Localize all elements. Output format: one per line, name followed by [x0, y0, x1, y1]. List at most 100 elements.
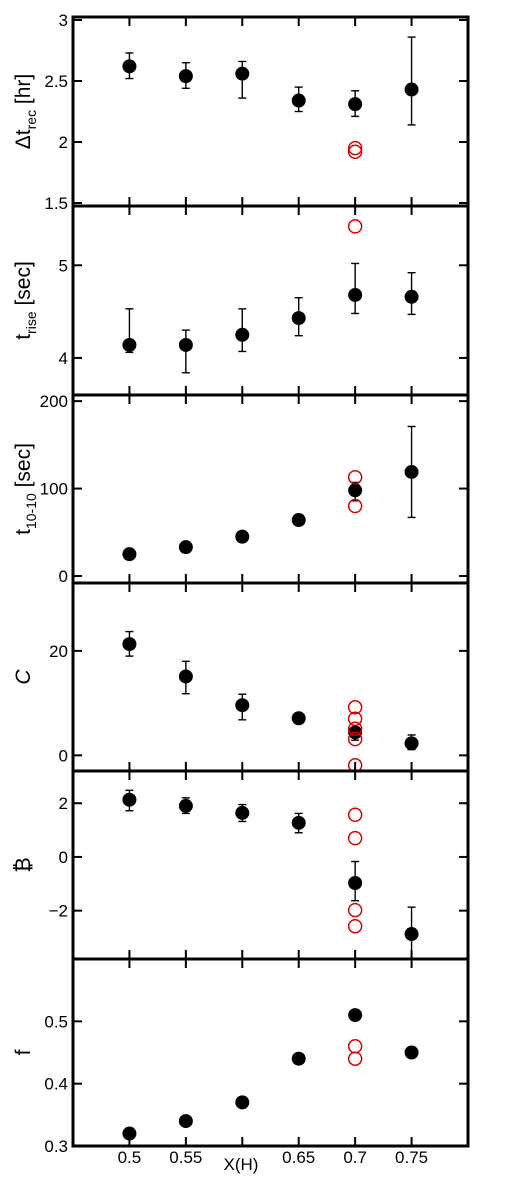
data-point-open [347, 721, 363, 736]
y-tick-label: 2 [59, 133, 68, 152]
data-point-filled [348, 287, 363, 302]
data-point-filled [178, 669, 193, 684]
data-point-filled [178, 69, 193, 84]
y-axis-label-main: Δt [12, 129, 35, 149]
data-point-filled [122, 637, 137, 652]
y-axis-label-f: f [12, 1049, 35, 1055]
y-tick-label: 5 [59, 256, 68, 275]
y-tick-label: 0.5 [44, 1012, 68, 1031]
y-tick-label: 0 [59, 746, 68, 765]
y-tick-label: 100 [40, 480, 68, 499]
data-point-filled [122, 59, 137, 74]
data-point-filled [235, 698, 250, 713]
y-axis-label-unit: [sec] [12, 261, 35, 311]
data-point-filled [348, 97, 363, 112]
data-point-filled [291, 93, 306, 108]
data-point-filled [178, 1114, 193, 1129]
data-point-open [347, 219, 363, 234]
data-point-open [347, 711, 363, 727]
y-axis-label-main: t [12, 334, 35, 340]
data-point-filled [404, 1045, 419, 1060]
data-point-open [347, 140, 363, 156]
data-point-filled [178, 337, 193, 352]
panel-t_rise: 4 5 trise [sec] [12, 204, 470, 397]
y-tick-label: 3 [59, 11, 68, 30]
y-tick-label: 200 [40, 392, 68, 411]
y-tick-label: 2.5 [44, 72, 68, 91]
panel-frame-f [71, 957, 470, 1148]
data-point-open [347, 1051, 363, 1066]
y-axis-label-dt_rec: Δtrec [hr] [12, 74, 39, 150]
y-axis-label-t_10_10: t10-10 [sec] [12, 443, 39, 535]
y-tick-label: 2 [59, 794, 68, 813]
data-point-filled [122, 1126, 137, 1141]
y-axis-label-main: C [12, 669, 35, 685]
data-point-filled [291, 815, 306, 830]
data-point-open [347, 144, 363, 160]
data-point-open [347, 700, 363, 715]
data-point-filled [235, 529, 250, 544]
y-axis-label-subscript: 10-10 [23, 493, 39, 529]
y-axis-label-unit: [hr] [12, 74, 35, 110]
data-point-filled [291, 311, 306, 326]
data-point-open [347, 830, 363, 846]
data-point-filled [122, 547, 137, 562]
panel-C: 0 20 C [12, 581, 470, 773]
data-point-filled [404, 289, 419, 304]
y-axis-label-main: ₿ [12, 857, 35, 873]
y-axis-label-main: f [12, 1049, 35, 1055]
y-axis-label-subscript: rec [23, 110, 39, 129]
data-point-filled [348, 483, 363, 498]
data-point-open [347, 731, 363, 747]
x-axis-label: X(H) [224, 1155, 259, 1174]
data-point-filled [235, 1095, 250, 1110]
data-point-open [347, 807, 363, 823]
y-tick-label: 4 [59, 349, 68, 368]
y-tick-label: 0 [59, 567, 68, 586]
data-point-filled [178, 798, 193, 813]
x-tick-label: 0.65 [282, 1148, 315, 1167]
x-tick-label: 0.5 [118, 1148, 142, 1167]
y-axis-label-unit: [sec] [12, 443, 35, 493]
y-tick-label: 1.5 [44, 194, 68, 213]
data-point-filled [291, 1051, 306, 1066]
x-tick-label: 0.75 [395, 1148, 428, 1167]
data-point-filled [291, 513, 306, 528]
data-point-filled [404, 464, 419, 479]
panel-t_10_10: 0 100 200 t10-10 [sec] [12, 392, 470, 586]
data-point-filled [404, 927, 419, 942]
x-tick-label: 0.55 [169, 1148, 202, 1167]
data-point-filled [122, 337, 137, 352]
y-axis-label-main: t [12, 529, 35, 535]
panel-frame-dt_rec [71, 15, 470, 208]
data-point-open [347, 498, 363, 514]
data-point-filled [348, 1008, 363, 1023]
data-point-filled [291, 711, 306, 726]
panel-beta: −2 0 2 ₿ [12, 769, 470, 961]
data-point-filled [404, 736, 419, 751]
data-point-open [347, 469, 363, 485]
data-point-open [347, 902, 363, 918]
y-axis-label-C: C [12, 669, 35, 685]
data-point-filled [235, 66, 250, 81]
data-point-filled [404, 82, 419, 97]
data-point-filled [348, 875, 363, 890]
y-tick-label: 20 [49, 642, 68, 661]
y-axis-label-beta: ₿ [12, 857, 35, 873]
data-point-filled [235, 327, 250, 342]
data-point-open [347, 918, 363, 934]
panel-f: 0.3 0.4 0.5 f [12, 957, 470, 1156]
y-tick-label: −2 [49, 902, 68, 921]
y-axis-label-t_rise: trise [sec] [12, 261, 39, 340]
data-point-open [347, 1039, 363, 1054]
y-axis-label-subscript: rise [23, 311, 39, 334]
data-point-filled [122, 792, 137, 807]
data-point-filled [178, 540, 193, 555]
panel-dt_rec: 1.5 2 2.5 3 Δtrec [hr] [12, 11, 470, 213]
y-tick-label: 0.3 [44, 1137, 68, 1156]
y-tick-label: 0 [59, 848, 68, 867]
y-tick-label: 0.4 [44, 1075, 68, 1094]
x-tick-label: 0.7 [343, 1148, 367, 1167]
